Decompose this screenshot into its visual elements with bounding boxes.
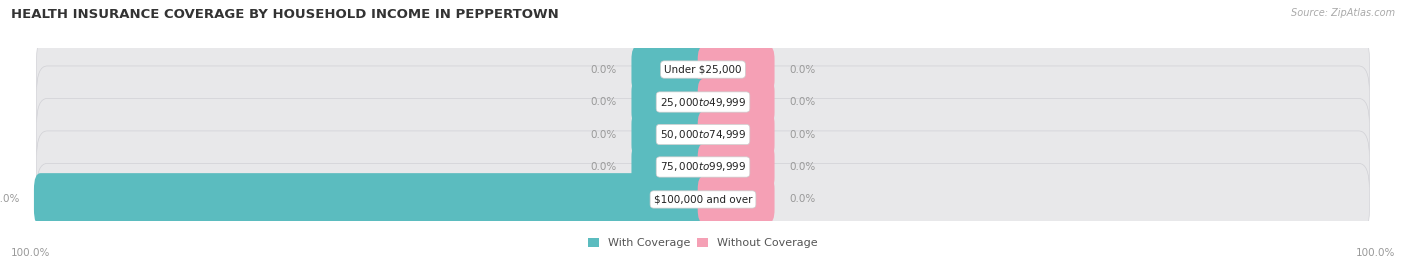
Text: Under $25,000: Under $25,000 <box>664 65 742 75</box>
Text: 0.0%: 0.0% <box>789 162 815 172</box>
Text: 0.0%: 0.0% <box>591 65 617 75</box>
Text: $50,000 to $74,999: $50,000 to $74,999 <box>659 128 747 141</box>
FancyBboxPatch shape <box>37 131 1369 203</box>
Text: $75,000 to $99,999: $75,000 to $99,999 <box>659 161 747 174</box>
Text: 0.0%: 0.0% <box>789 129 815 140</box>
Text: 0.0%: 0.0% <box>789 194 815 204</box>
FancyBboxPatch shape <box>631 111 709 158</box>
FancyBboxPatch shape <box>37 163 1369 236</box>
Text: Source: ZipAtlas.com: Source: ZipAtlas.com <box>1291 8 1395 18</box>
Text: $25,000 to $49,999: $25,000 to $49,999 <box>659 95 747 108</box>
Text: 100.0%: 100.0% <box>1355 248 1395 258</box>
Text: 100.0%: 100.0% <box>0 194 21 204</box>
Text: 0.0%: 0.0% <box>789 97 815 107</box>
Text: 0.0%: 0.0% <box>591 97 617 107</box>
FancyBboxPatch shape <box>697 111 775 158</box>
FancyBboxPatch shape <box>37 66 1369 138</box>
FancyBboxPatch shape <box>697 144 775 190</box>
FancyBboxPatch shape <box>631 79 709 125</box>
Text: HEALTH INSURANCE COVERAGE BY HOUSEHOLD INCOME IN PEPPERTOWN: HEALTH INSURANCE COVERAGE BY HOUSEHOLD I… <box>11 8 560 21</box>
Text: 0.0%: 0.0% <box>591 129 617 140</box>
Legend: With Coverage, Without Coverage: With Coverage, Without Coverage <box>583 233 823 253</box>
Text: 0.0%: 0.0% <box>789 65 815 75</box>
FancyBboxPatch shape <box>631 144 709 190</box>
FancyBboxPatch shape <box>697 176 775 222</box>
FancyBboxPatch shape <box>37 33 1369 106</box>
FancyBboxPatch shape <box>697 47 775 93</box>
FancyBboxPatch shape <box>37 98 1369 171</box>
FancyBboxPatch shape <box>697 79 775 125</box>
FancyBboxPatch shape <box>34 173 710 226</box>
Text: 0.0%: 0.0% <box>591 162 617 172</box>
FancyBboxPatch shape <box>631 47 709 93</box>
Text: $100,000 and over: $100,000 and over <box>654 194 752 204</box>
Text: 100.0%: 100.0% <box>11 248 51 258</box>
